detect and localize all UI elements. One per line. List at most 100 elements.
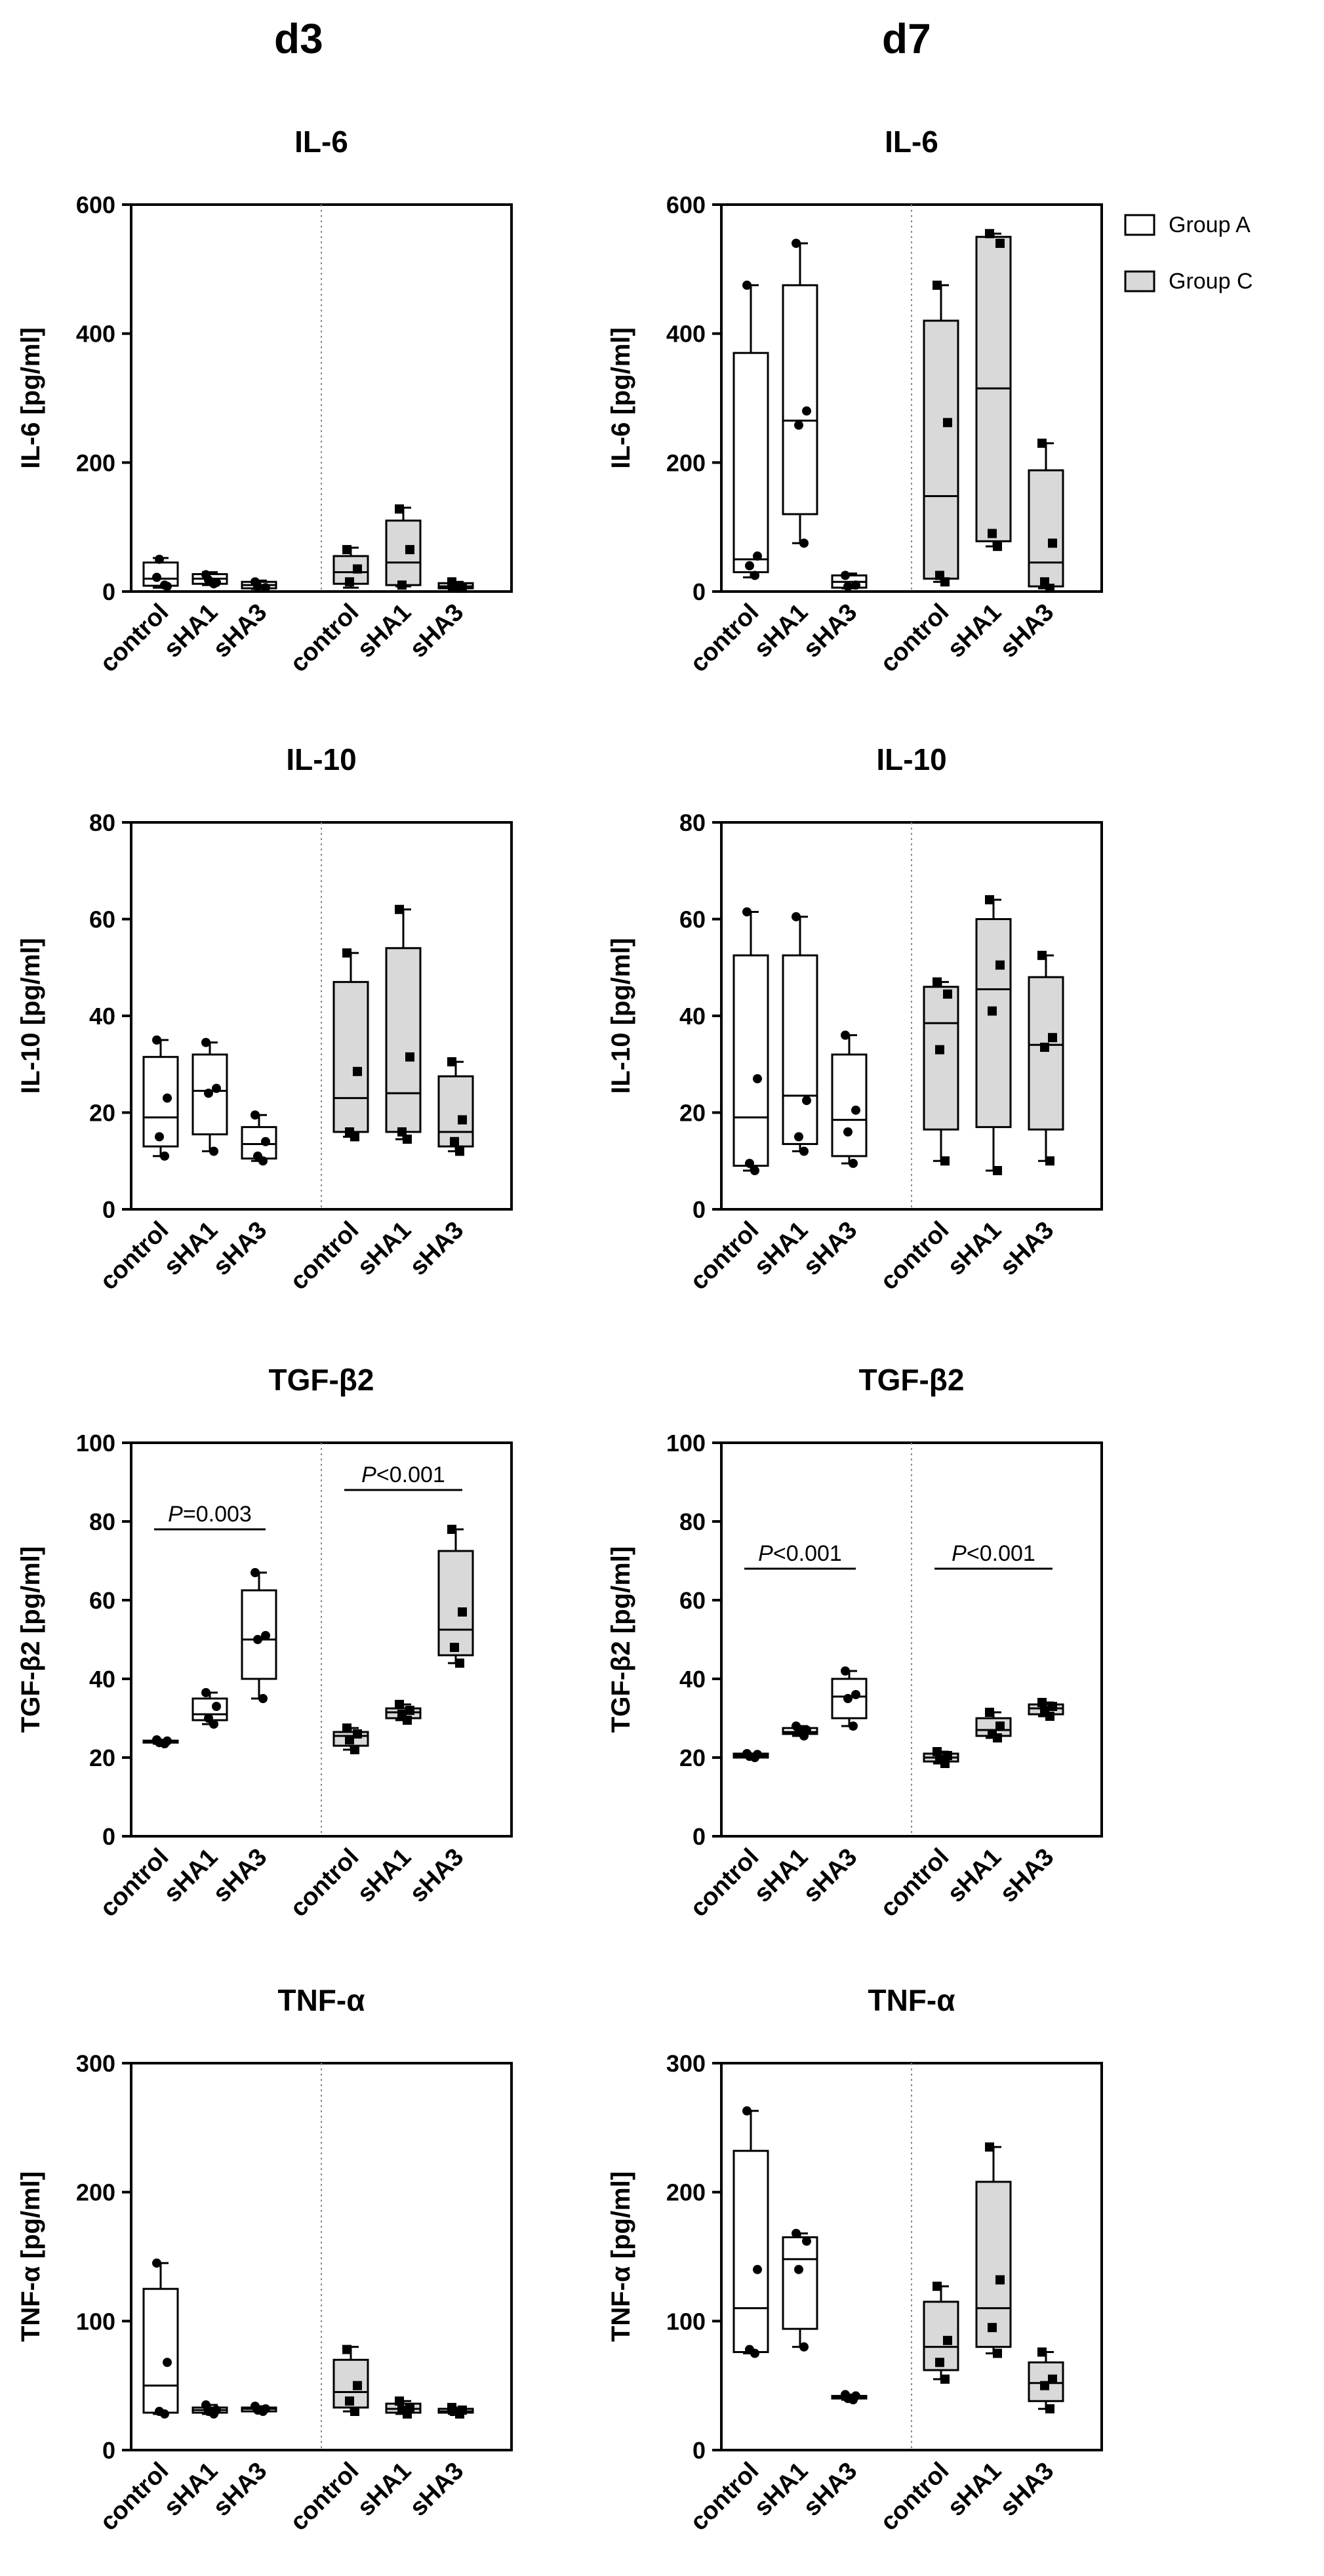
x-tick-label: control [95,1217,174,1296]
box-sHA3-group-c [1028,438,1064,594]
box-iqr [385,947,422,1133]
data-point [353,1066,362,1076]
p-symbol: P [168,1502,183,1527]
box-control-group-a [732,280,769,580]
data-point [253,1635,262,1644]
y-tick-label: 60 [89,906,115,933]
x-tick-label: control [875,599,955,678]
data-point [1040,1042,1049,1052]
data-point [988,1006,997,1016]
data-point [163,1093,172,1103]
data-point [455,1146,464,1156]
data-point [1048,1033,1057,1043]
box-sHA3-group-a [831,571,868,592]
data-point [995,2275,1005,2285]
y-axis-label: TNF-α [pg/ml] [16,2171,45,2342]
significance-label: P=0.003 [168,1502,252,1527]
x-tick-label: sHA1 [942,599,1007,663]
box-sHA3-group-c [437,2403,474,2419]
x-tick-label: sHA1 [942,2457,1007,2522]
data-point [995,960,1005,970]
data-point [792,912,801,921]
p-value: <0.001 [376,1462,445,1487]
y-tick-label: 0 [692,1823,706,1850]
y-tick-label: 200 [76,2179,115,2206]
y-tick-label: 40 [89,1666,115,1693]
data-point [397,580,407,590]
data-point [753,2264,762,2274]
chart-title: IL-6 [885,125,938,159]
data-point [802,406,811,416]
x-tick-label: sHA3 [208,599,272,663]
data-point [353,564,362,574]
y-tick-label: 200 [666,2179,706,2206]
box-sHA1-group-a [191,570,228,589]
data-point [209,2409,218,2419]
y-axis-label: IL-6 [pg/ml] [607,327,635,469]
x-tick-label: sHA1 [749,1217,813,1281]
data-point [935,1045,944,1055]
y-tick-label: 40 [679,1666,706,1693]
data-point [849,1158,858,1168]
data-point [152,1035,161,1045]
data-point [1048,538,1057,548]
box-sHA1-group-c [975,895,1012,1175]
box-sHA1-group-c [385,504,422,590]
data-point [988,529,997,538]
data-point [455,1659,464,1668]
x-tick-label: sHA1 [159,1217,223,1281]
data-point [753,551,762,561]
data-point [933,2282,942,2291]
chart-title: TNF-α [277,1983,365,2017]
x-tick-label: control [875,1217,955,1296]
data-point [447,1525,456,1534]
chart-title: IL-10 [876,742,946,776]
data-point [993,2348,1002,2358]
chart-il6-d3: IL-6IL-6 [pg/ml]0200400600controlsHA1sHA… [16,125,513,677]
y-tick-label: 100 [76,1430,115,1457]
data-point [160,580,169,590]
box-control-group-a [732,2106,769,2358]
box-control-group-a [142,2258,179,2419]
x-tick-label: sHA3 [405,599,469,663]
box-iqr [142,2287,179,2414]
data-point [935,2358,944,2367]
box-sHA3-group-a [831,2390,868,2405]
data-point [985,895,994,904]
box-iqr [1028,469,1064,588]
data-point [160,1739,169,1748]
box-control-group-c [923,280,959,587]
y-tick-label: 80 [679,809,706,836]
data-point [1040,2381,1049,2390]
data-point [792,239,801,248]
x-tick-label: sHA3 [208,2457,272,2522]
data-point [458,584,467,594]
data-point [933,1747,942,1756]
x-tick-label: sHA1 [749,2457,813,2522]
box-control-group-c [332,948,369,1142]
x-tick-label: control [95,1843,174,1923]
data-point [1045,1712,1054,1721]
data-point [985,2142,994,2152]
box-control-group-c [923,977,959,1166]
x-tick-label: control [285,2457,365,2537]
box-sHA3-group-a [241,1568,277,1703]
x-tick-label: sHA3 [995,599,1059,663]
box-control-group-a [142,554,179,592]
data-point [450,581,459,591]
data-point [251,1568,260,1577]
box-iqr [142,561,179,587]
y-tick-label: 20 [679,1100,706,1127]
box-iqr [1028,976,1064,1131]
data-point [350,1745,359,1754]
y-axis-label: TGF-β2 [pg/ml] [16,1546,45,1733]
data-point [204,1089,213,1098]
y-axis-label: IL-10 [pg/ml] [607,938,635,1094]
box-iqr [437,1075,474,1148]
box-sHA3-group-a [241,2402,277,2416]
y-tick-label: 100 [76,2308,115,2335]
box-control-group-c [332,545,369,589]
data-point [794,1132,803,1142]
